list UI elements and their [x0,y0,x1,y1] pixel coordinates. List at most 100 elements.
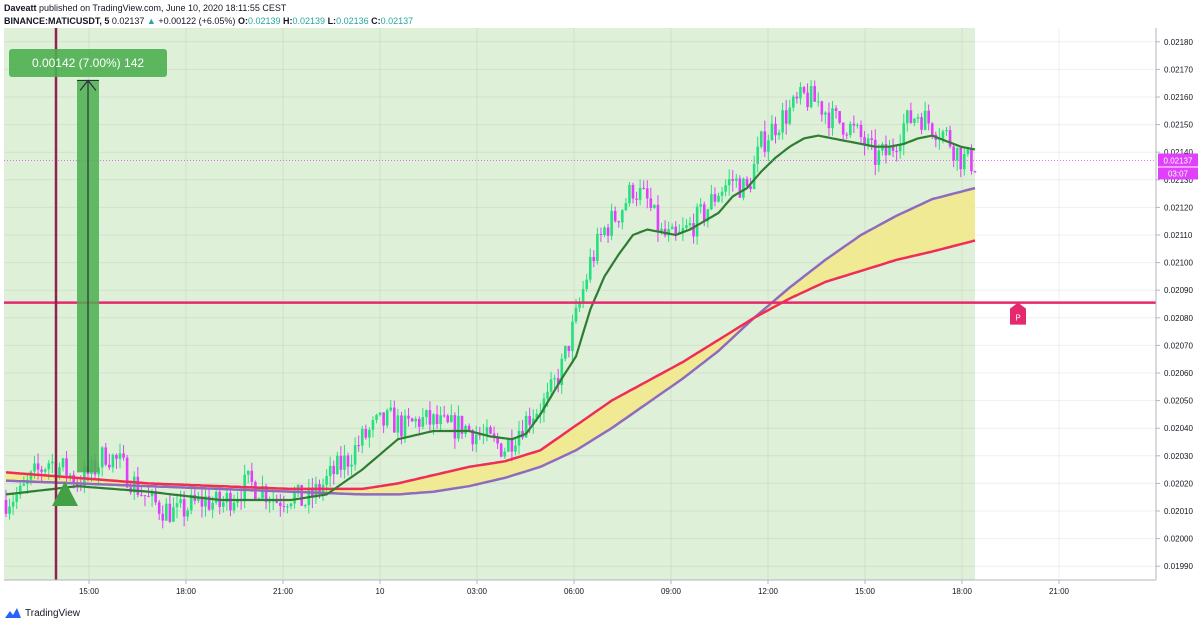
time-tick-label: 15:00 [855,587,876,596]
candle-body [752,163,756,190]
chart-grid [4,28,1156,580]
candle-body [147,496,150,498]
price-tick-label: 0.02060 [1164,369,1193,378]
candle-body [257,498,261,500]
candle-body [293,492,296,504]
candle-body [360,428,364,446]
candle-body [350,464,353,467]
candle-body [353,445,357,465]
candle-body [489,427,492,434]
candle-body [47,463,51,470]
candle-body [820,101,824,115]
price-tick-label: 0.02140 [1164,148,1193,157]
candle-body [727,179,731,186]
candle-body [695,206,699,237]
price-tick-label: 0.02030 [1164,452,1193,461]
p-marker-icon[interactable] [1010,302,1026,325]
candle-body [685,225,688,228]
candle-body [214,491,218,503]
candle-body [161,513,165,521]
price-tick-label: 0.02180 [1164,38,1193,47]
candle-body [389,407,393,411]
candle-body [667,229,670,236]
candle-body [546,391,549,399]
tradingview-footer[interactable]: TradingView [4,604,80,622]
price-tick-label: 0.02170 [1164,65,1193,74]
candle-body [140,494,143,496]
candle-body [877,150,881,165]
candle-body [154,490,157,503]
candle-body [460,415,464,434]
candle-body [514,445,517,452]
candle-body [628,184,631,204]
candle-body [204,496,207,507]
candle-body [863,137,866,146]
candle-body [175,503,179,508]
candle-body [33,463,36,472]
candle-body [410,418,414,422]
candle-body [507,438,510,452]
candle-body [100,447,104,468]
author-name[interactable]: Daveatt [4,3,37,13]
candle-body [232,502,236,511]
candle-body [945,130,948,132]
candle-body [567,345,571,352]
low-label: L: [327,16,337,26]
candle-body [955,147,959,161]
candle-body [638,187,642,200]
candle-body [457,415,460,439]
candle-body [442,415,446,417]
candle-body [624,203,628,211]
candle-body [581,289,585,303]
candle-body [770,123,774,141]
candle-body [702,204,706,222]
candle-body [535,413,539,419]
candle-body [888,146,891,156]
candle-body [763,131,767,152]
candle-body [916,117,920,119]
countdown-label: 03:07 [1168,169,1189,178]
tradingview-logo-icon [5,608,21,618]
candle-body [824,112,827,115]
candle-body [660,228,663,233]
candle-body [692,223,695,237]
candle-body [966,148,970,155]
measure-label-box[interactable] [9,49,167,77]
candle-body [503,451,507,457]
candle-body [873,139,877,165]
measure-label: 0.00142 (7.00%) 142 [32,56,144,70]
price-tick-label: 0.02150 [1164,121,1193,130]
candle-body [396,415,400,433]
candle-body [8,506,11,514]
candle-body [706,209,710,222]
time-tick-label: 03:00 [467,587,488,596]
candle-body [368,429,371,438]
candle-body [606,227,610,236]
candle-body [222,502,225,507]
time-tick-label: 21:00 [273,587,294,596]
candle-body [856,124,859,126]
close-label: C: [371,16,381,26]
candle-body [906,110,909,124]
time-tick-label: 12:00 [758,587,779,596]
candle-body [186,510,189,517]
candle-body [303,505,307,507]
candle-body [417,418,421,427]
candle-body [670,226,674,230]
candle-body [724,185,727,192]
candle-body [827,112,831,129]
candle-body [11,501,15,507]
price-tick-label: 0.02080 [1164,314,1193,323]
candle-body [631,184,635,199]
candle-body [749,186,752,190]
candle-body [528,415,531,425]
candle-body [767,140,770,152]
candle-body [375,415,378,421]
candle-body [802,87,806,93]
time-tick-label: 06:00 [564,587,585,596]
candle-body [635,198,638,200]
price-tick-label: 0.02070 [1164,341,1193,350]
candle-body [649,198,653,208]
symbol-label[interactable]: BINANCE:MATICUSDT, 5 [4,16,110,26]
